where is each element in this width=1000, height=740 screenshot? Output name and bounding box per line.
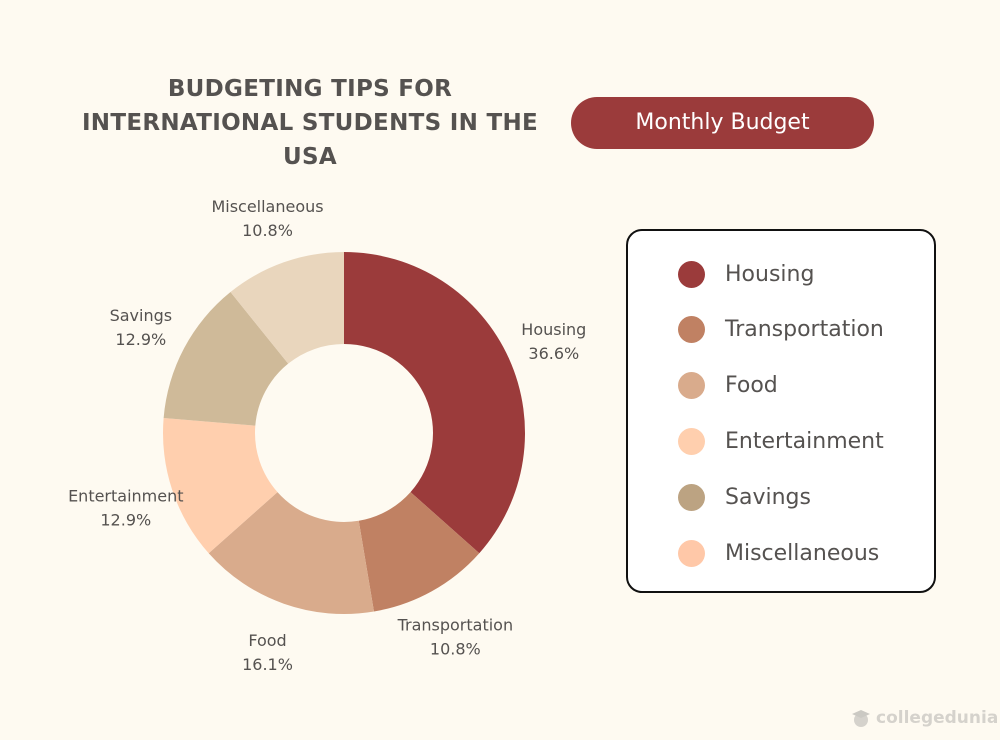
legend-item-housing: Housing [678,259,814,289]
slice-labels: Housing 36.6% Transportation 10.8% Food 16.1%… [68,197,586,674]
legend: Housing Transportation Food Entertainment Sa… [626,229,936,593]
slice-transportation [358,492,480,612]
legend-swatch [678,372,705,400]
legend-swatch [678,539,705,567]
legend-swatch [678,427,705,455]
legend-label: Housing [725,261,815,287]
watermark-text: collegedunia [876,708,999,728]
legend-label: Transportation [725,317,884,343]
legend-label: Entertainment [725,428,884,454]
legend-label: Savings [725,484,811,510]
title-line-1: BUDGETING TIPS FOR [167,76,453,102]
graduate-icon [852,710,870,727]
legend-item-miscellaneous: Miscellaneous [678,538,879,568]
legend-item-transportation: Transportation [678,315,884,345]
chart-title: BUDGETING TIPS FOR INTERNATIONAL STUDENT… [60,72,560,174]
title-line-2: INTERNATIONAL STUDENTS IN THE [81,110,539,136]
slice-label-entertainment: Entertainment 12.9% [68,487,183,530]
legend-swatch [678,483,705,511]
legend-item-food: Food [678,371,778,401]
slice-label-food: Food 16.1% [242,631,293,674]
slice-savings [163,292,289,426]
slice-label-savings: Savings 12.9% [110,306,173,349]
slice-label-housing: Housing 36.6% [521,320,586,363]
slice-label-miscellaneous: Miscellaneous 10.8% [211,197,323,240]
slice-miscellaneous [230,252,344,364]
legend-label: Miscellaneous [725,540,880,566]
title-line-3: USA [283,144,337,170]
slice-entertainment [163,417,278,554]
watermark: collegedunia [850,702,1000,734]
legend-swatch [678,260,705,288]
legend-item-savings: Savings [678,482,811,512]
legend-item-entertainment: Entertainment [678,426,884,456]
slice-housing [344,252,526,554]
slice-food [208,492,374,614]
monthly-budget-badge: Monthly Budget [571,97,874,149]
legend-swatch [678,316,705,344]
donut-chart: Housing 36.6% Transportation 10.8% Food 16.1%… [68,197,586,674]
legend-label: Food [725,373,778,399]
slice-label-transportation: Transportation 10.8% [397,615,514,658]
donut-slices [163,252,526,614]
